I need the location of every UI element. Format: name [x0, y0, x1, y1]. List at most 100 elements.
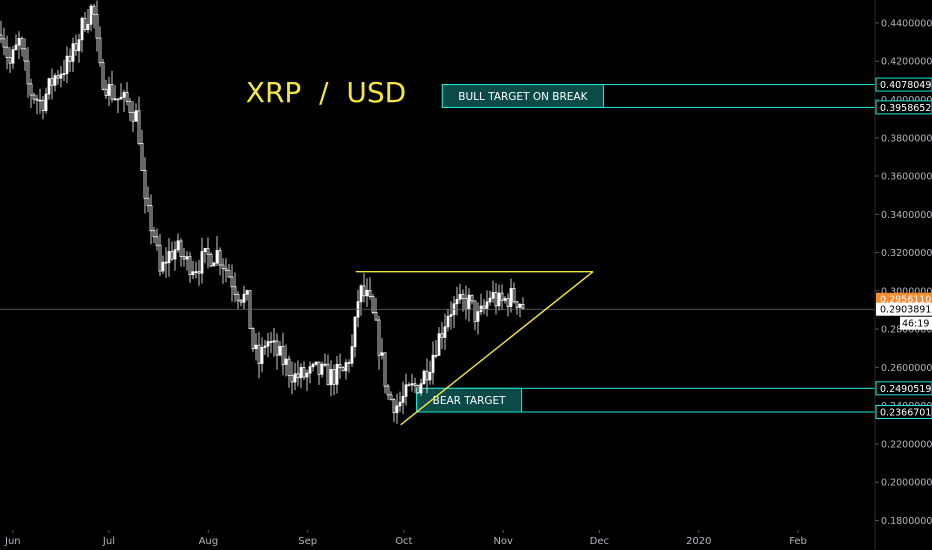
- candle-body: [434, 354, 438, 357]
- candle-body: [44, 93, 48, 112]
- countdown-text: 46:19: [902, 319, 929, 330]
- candle-body: [107, 84, 111, 96]
- candle-body: [98, 37, 102, 64]
- candle-body: [179, 240, 183, 257]
- price-label-text: 0.29038911: [880, 305, 932, 316]
- candle-body: [8, 57, 12, 64]
- candle-body: [14, 44, 18, 51]
- triangle-pattern: [0, 270, 875, 426]
- candle-body: [239, 299, 243, 303]
- candle-body: [92, 5, 96, 15]
- candle-body: [284, 358, 288, 365]
- candle-body: [350, 346, 354, 364]
- candle-body: [47, 78, 51, 95]
- candle-body: [317, 361, 321, 375]
- candle-body: [23, 48, 27, 62]
- candle-body: [521, 303, 525, 309]
- target-zone-label: BULL TARGET ON BREAK: [458, 91, 588, 103]
- candle-body: [392, 399, 396, 414]
- candle-body: [371, 296, 375, 313]
- candle-body: [53, 75, 57, 86]
- candle-body: [290, 375, 294, 383]
- candle-body: [0, 34, 3, 40]
- candle-body: [365, 290, 369, 297]
- candle-body: [194, 271, 198, 274]
- candle-body: [254, 344, 258, 350]
- time-tick-label: Nov: [493, 536, 513, 547]
- candle-body: [488, 297, 492, 303]
- price-label-text: 0.40780490: [880, 80, 932, 91]
- price-label-text: 0.24905199: [880, 384, 932, 395]
- candle-body: [32, 94, 36, 100]
- price-label-text: 0.29561109: [880, 295, 932, 306]
- candle-body: [104, 88, 108, 96]
- candle-body: [491, 292, 495, 299]
- time-tick-label: Feb: [789, 536, 807, 547]
- candle-body: [362, 285, 366, 297]
- candle-body: [509, 288, 513, 308]
- candle-body: [185, 256, 189, 260]
- price-label-box: [875, 77, 932, 92]
- support-line: [400, 271, 594, 426]
- target-zone-label-box: [441, 84, 604, 108]
- candle-body: [149, 205, 153, 232]
- price-label-text: 0.39586527: [880, 103, 932, 114]
- candle-body: [134, 110, 138, 122]
- candle-body: [383, 352, 387, 387]
- candle-body: [188, 256, 192, 276]
- candle-body: [2, 38, 6, 48]
- chart-title: XRP / USD: [246, 76, 406, 109]
- candle-body: [314, 361, 318, 365]
- candle-body: [26, 60, 30, 85]
- candle-body: [437, 333, 441, 356]
- price-label-box: [875, 405, 932, 420]
- candle-body: [50, 78, 54, 86]
- candle-body: [500, 292, 504, 301]
- countdown-box: [900, 316, 932, 330]
- time-tick-label: Dec: [590, 536, 609, 547]
- candle-body: [137, 110, 141, 144]
- time-tick-label: Oct: [395, 536, 412, 547]
- candle-body: [113, 98, 117, 101]
- candle-body: [305, 372, 309, 378]
- candle-body: [419, 383, 423, 394]
- candle-body: [131, 112, 135, 122]
- candle-body: [506, 298, 510, 308]
- candle-body: [5, 46, 9, 58]
- candle-body: [236, 294, 240, 301]
- candle-body: [35, 98, 39, 101]
- candle-body: [158, 244, 162, 272]
- candle-body: [323, 363, 327, 366]
- candle-body: [374, 312, 378, 321]
- candle-body: [467, 294, 471, 310]
- candle-body: [257, 344, 261, 364]
- candle-body: [11, 49, 15, 64]
- price-candles: [0, 0, 525, 424]
- candle-body: [20, 38, 24, 50]
- candle-body: [164, 261, 168, 264]
- candle-body: [59, 73, 63, 79]
- candle-body: [398, 401, 402, 407]
- candle-body: [287, 358, 291, 376]
- candle-body: [86, 23, 90, 31]
- candle-body: [443, 326, 447, 338]
- time-tick-label: Sep: [298, 536, 317, 547]
- candle-body: [380, 352, 384, 356]
- candle-body: [182, 256, 186, 260]
- candle-body: [29, 83, 33, 96]
- candle-body: [65, 55, 69, 74]
- candle-body: [440, 333, 444, 338]
- candle-body: [68, 55, 72, 62]
- candle-body: [353, 316, 357, 348]
- price-label-text: 0.23667014: [880, 408, 932, 419]
- candle-body: [260, 346, 264, 364]
- candle-body: [335, 364, 339, 385]
- candle-body: [407, 384, 411, 387]
- price-label-box: [875, 100, 932, 115]
